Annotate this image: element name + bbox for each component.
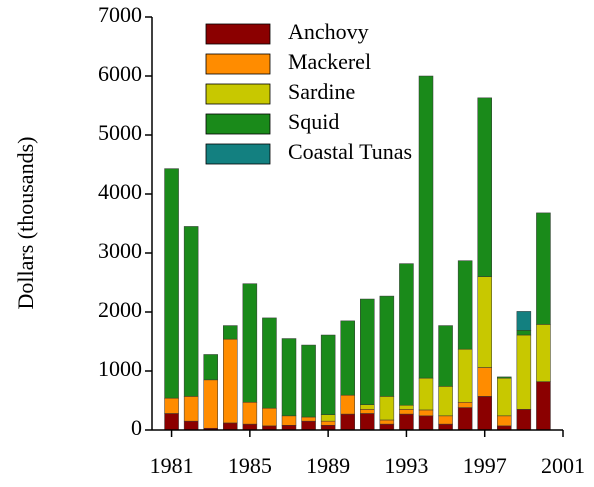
bar-segment xyxy=(320,414,336,422)
y-tick-label: 5000 xyxy=(98,120,142,145)
bar-segment xyxy=(418,377,434,411)
bar-segment xyxy=(183,226,199,397)
bar-segment xyxy=(223,422,238,431)
x-tick-label: 1989 xyxy=(306,453,350,478)
legend-label: Squid xyxy=(288,109,339,134)
bar-segment xyxy=(438,415,453,425)
legend-label: Coastal Tunas xyxy=(288,139,412,164)
bar-segment xyxy=(497,415,512,427)
bar-segment xyxy=(320,420,336,426)
bar-segment xyxy=(418,75,434,379)
y-axis-label: Dollars (thousands) xyxy=(13,137,38,310)
bar-segment xyxy=(477,97,492,277)
bar-segment xyxy=(457,348,473,403)
bar-segment xyxy=(340,413,355,431)
y-tick-label: 1000 xyxy=(98,356,142,381)
bar-segment xyxy=(183,420,199,431)
bar-segment xyxy=(164,397,179,414)
bar-segment xyxy=(223,338,238,424)
y-tick-label: 2000 xyxy=(98,297,142,322)
bar-segment xyxy=(399,263,414,406)
bar-segment xyxy=(360,298,375,405)
bar-segment xyxy=(203,354,218,381)
x-tick-label: 1981 xyxy=(150,453,194,478)
bar-segment xyxy=(360,409,375,414)
bar-segment xyxy=(516,330,532,336)
legend-label: Anchovy xyxy=(288,19,369,44)
y-tick-label: 4000 xyxy=(98,179,142,204)
legend-swatch xyxy=(205,113,271,135)
bar-segment xyxy=(477,396,492,431)
bar-segment xyxy=(536,381,551,431)
bar-segment xyxy=(340,320,355,396)
bar-segment xyxy=(320,334,336,415)
legend-swatch xyxy=(205,83,271,105)
bar-segment xyxy=(477,276,492,368)
bar-segment xyxy=(418,415,434,431)
legend-label: Mackerel xyxy=(288,49,371,74)
bar-segment xyxy=(516,409,532,431)
bar-segment xyxy=(242,402,258,425)
bar-segment xyxy=(183,396,199,422)
y-tick-label: 0 xyxy=(131,415,142,440)
x-tick-label: 1997 xyxy=(463,453,507,478)
bar-segment xyxy=(301,416,316,422)
bar-segment xyxy=(223,325,238,340)
bar-segment xyxy=(203,379,218,429)
y-tick-label: 3000 xyxy=(98,238,142,263)
bar-segment xyxy=(399,409,414,415)
x-tick-label: 1993 xyxy=(384,453,428,478)
legend-swatch xyxy=(205,53,271,75)
bar-segment xyxy=(281,415,297,426)
legend-swatch xyxy=(205,143,271,165)
bar-segment xyxy=(418,409,434,417)
bar-segment xyxy=(242,283,258,403)
bar-segment xyxy=(379,396,395,421)
bar-segment xyxy=(262,317,277,409)
x-tick-label: 1985 xyxy=(228,453,272,478)
bar-segment xyxy=(536,324,551,382)
y-tick-label: 6000 xyxy=(98,61,142,86)
y-tick-label: 7000 xyxy=(98,2,142,27)
bar-segment xyxy=(262,407,277,427)
bar-segment xyxy=(242,423,258,431)
bar-segment xyxy=(438,423,453,431)
bar-segment xyxy=(399,404,414,410)
legend-label: Sardine xyxy=(288,79,355,104)
bar-segment xyxy=(301,420,316,431)
bar-segment xyxy=(516,334,532,410)
x-tick-label: 2001 xyxy=(541,453,585,478)
bar-segment xyxy=(497,376,512,379)
bar-segment xyxy=(457,407,473,431)
bar-segment xyxy=(457,260,473,350)
bar-segment xyxy=(164,413,179,431)
bar-segment xyxy=(438,386,453,417)
bar-segment xyxy=(340,394,355,415)
bar-segment xyxy=(536,212,551,325)
bar-segment xyxy=(164,168,179,399)
bar-segment xyxy=(516,311,532,331)
bar-segment xyxy=(379,295,395,397)
bar-segment xyxy=(438,325,453,387)
bar-segment xyxy=(457,402,473,408)
legend-swatch xyxy=(205,23,271,45)
bar-segment xyxy=(477,367,492,397)
bar-segment xyxy=(281,338,297,417)
bar-segment xyxy=(379,423,395,431)
bar-segment xyxy=(497,377,512,417)
bar-segment xyxy=(360,413,375,431)
bar-segment xyxy=(379,419,395,425)
bar-segment xyxy=(399,413,414,431)
bar-segment xyxy=(301,344,316,418)
bar-segment xyxy=(360,404,375,410)
